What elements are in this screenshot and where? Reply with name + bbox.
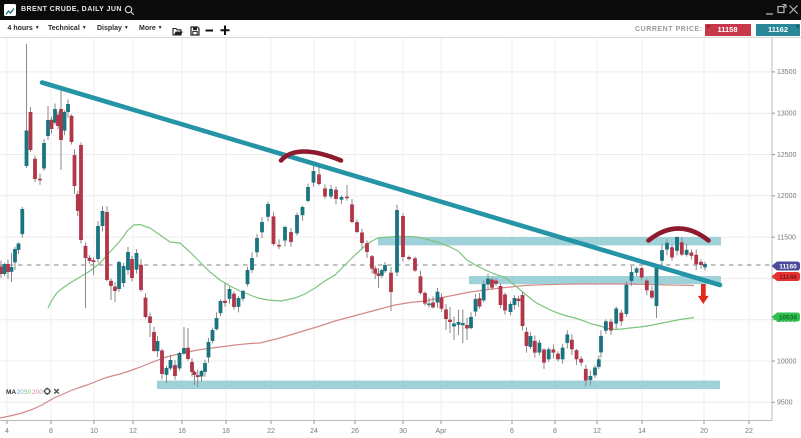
- svg-text:6: 6: [510, 428, 514, 435]
- svg-text:13000: 13000: [777, 111, 797, 118]
- svg-text:9500: 9500: [777, 400, 793, 407]
- svg-text:11160: 11160: [779, 264, 797, 271]
- svg-text:12500: 12500: [777, 152, 797, 159]
- svg-text:13500: 13500: [777, 69, 797, 76]
- svg-text:8: 8: [553, 428, 557, 435]
- svg-text:14: 14: [638, 428, 646, 435]
- svg-text:20: 20: [700, 428, 708, 435]
- svg-text:11146: 11146: [779, 274, 797, 281]
- svg-text:10: 10: [90, 428, 98, 435]
- svg-text:4: 4: [5, 428, 9, 435]
- svg-text:MA: MA: [6, 389, 16, 396]
- svg-text:22: 22: [745, 428, 753, 435]
- svg-text:8: 8: [49, 428, 53, 435]
- svg-text:200: 200: [32, 389, 43, 396]
- svg-text:12: 12: [593, 428, 601, 435]
- svg-text:22: 22: [267, 428, 275, 435]
- svg-text:24: 24: [310, 428, 318, 435]
- svg-text:Apr: Apr: [436, 428, 448, 435]
- svg-text:11500: 11500: [777, 234, 796, 241]
- svg-text:50: 50: [24, 389, 32, 396]
- svg-text:30: 30: [399, 428, 407, 435]
- svg-text:10536: 10536: [779, 315, 798, 322]
- svg-text:26: 26: [351, 428, 359, 435]
- svg-text:12: 12: [129, 428, 137, 435]
- svg-text:20: 20: [17, 389, 25, 396]
- svg-text:16: 16: [178, 428, 186, 435]
- svg-text:18: 18: [222, 428, 230, 435]
- svg-text:12000: 12000: [777, 193, 797, 200]
- svg-text:10000: 10000: [777, 358, 797, 365]
